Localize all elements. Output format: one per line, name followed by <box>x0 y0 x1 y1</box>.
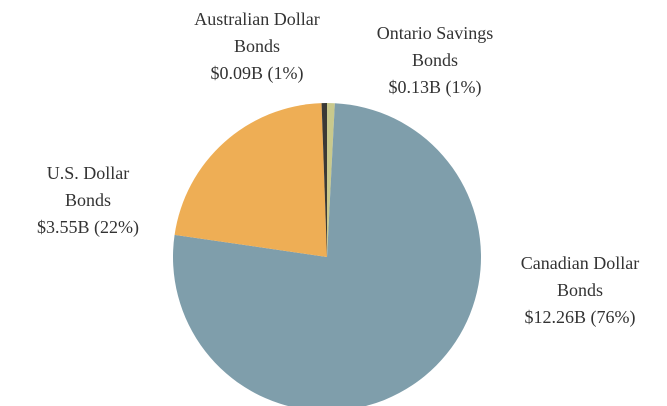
pie-slice <box>173 103 481 406</box>
category-label: Ontario Savings Bonds <box>376 23 494 70</box>
category-label: Canadian Dollar Bonds <box>520 253 640 300</box>
slice-label: Ontario Savings Bonds $0.13B (1%) <box>360 20 510 101</box>
category-label: U.S. Dollar Bonds <box>46 163 130 210</box>
pie-slice <box>327 103 335 257</box>
slice-label: Australian Dollar Bonds $0.09B (1%) <box>172 6 342 87</box>
slice-label: Canadian Dollar Bonds $12.26B (76%) <box>500 250 660 331</box>
value-label: $12.26B (76%) <box>524 307 636 327</box>
slice-label: U.S. Dollar Bonds $3.55B (22%) <box>28 160 148 241</box>
pie-slice <box>174 103 327 257</box>
value-label: $0.13B (1%) <box>388 77 482 97</box>
category-label: Australian Dollar Bonds <box>194 9 320 56</box>
value-label: $0.09B (1%) <box>210 63 304 83</box>
value-label: $3.55B (22%) <box>37 217 139 237</box>
pie-slice <box>321 103 327 257</box>
